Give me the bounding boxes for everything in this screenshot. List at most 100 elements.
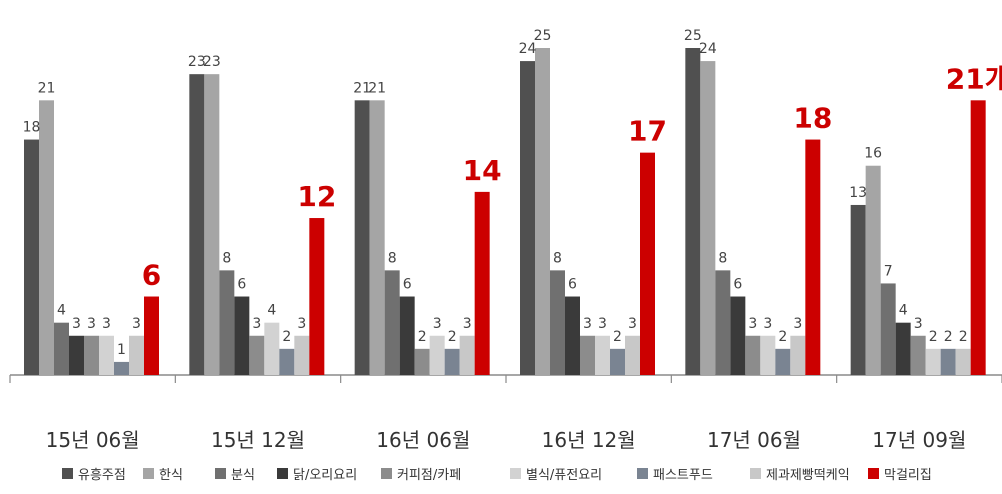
bar: [775, 348, 791, 375]
legend-label: 별식/퓨전요리: [526, 468, 602, 483]
bars: [24, 48, 986, 376]
bar: [520, 61, 535, 376]
value-label: 7: [884, 263, 893, 279]
value-label: 3: [628, 316, 637, 332]
value-label: 4: [267, 303, 276, 319]
legend-label: 분식: [231, 468, 255, 483]
bar: [805, 139, 821, 375]
value-label: 2: [448, 329, 457, 345]
legend-swatch: [750, 468, 761, 479]
bar: [384, 270, 400, 375]
value-label: 2: [282, 329, 291, 345]
bar: [535, 48, 550, 375]
bar: [895, 322, 911, 375]
value-label: 23: [203, 54, 221, 70]
category-label: 16년 12월: [542, 428, 636, 452]
legend-label: 닭/오리요리: [293, 468, 357, 483]
value-label: 24: [699, 41, 717, 57]
bar: [715, 270, 731, 375]
value-label: 3: [763, 316, 772, 332]
bar: [595, 335, 610, 375]
bar: [640, 152, 655, 375]
value-label: 3: [463, 316, 472, 332]
bar: [850, 204, 866, 375]
bar: [474, 191, 490, 375]
bar: [625, 335, 640, 375]
value-label: 18: [23, 120, 41, 136]
value-label: 2: [778, 329, 787, 345]
bar: [54, 322, 69, 375]
bar: [459, 335, 475, 375]
bar: [264, 322, 280, 375]
value-label: 21: [38, 80, 56, 96]
bar: [685, 48, 701, 375]
bar: [249, 335, 265, 375]
legend-label: 제과제빵떡케익: [766, 468, 850, 483]
value-label: 6: [568, 277, 577, 293]
category-label: 17년 06월: [707, 428, 801, 452]
value-label: 6: [237, 277, 246, 293]
value-label: 3: [72, 316, 81, 332]
bar: [970, 100, 986, 375]
highlight-value-label: 17: [628, 115, 667, 148]
highlight-value-label: 12: [297, 180, 336, 213]
legend-label: 패스트푸드: [653, 468, 713, 483]
value-label: 3: [433, 316, 442, 332]
highlight-value-label: 14: [463, 154, 502, 187]
bar: [399, 296, 415, 375]
value-label: 3: [914, 316, 923, 332]
highlight-value-label: 21개: [946, 62, 1002, 95]
bar: [234, 296, 250, 375]
bar: [39, 100, 54, 375]
bar: [429, 335, 445, 375]
legend-label: 유흥주점: [78, 468, 126, 483]
bar: [144, 296, 159, 375]
value-label: 21: [368, 80, 386, 96]
value-label: 2: [929, 329, 938, 345]
legend-swatch: [868, 468, 879, 479]
legend-label: 한식: [159, 468, 183, 483]
value-label: 2: [613, 329, 622, 345]
value-label: 25: [534, 28, 552, 44]
value-label: 3: [297, 316, 306, 332]
bar: [745, 335, 761, 375]
bar: [955, 348, 971, 375]
value-label: 3: [87, 316, 96, 332]
legend-swatch: [637, 468, 648, 479]
value-label: 2: [959, 329, 968, 345]
legend-swatch: [381, 468, 392, 479]
bar: [24, 139, 39, 375]
value-label: 3: [102, 316, 111, 332]
value-label: 3: [132, 316, 141, 332]
bar: [354, 100, 370, 375]
category-label: 17년 09월: [872, 428, 966, 452]
legend-swatch: [510, 468, 521, 479]
legend-label: 막걸리집: [884, 468, 932, 483]
legend-swatch: [62, 468, 73, 479]
value-label: 21: [353, 80, 371, 96]
bar: [414, 348, 430, 375]
bar: [550, 270, 565, 375]
bar: [925, 348, 941, 375]
bar: [204, 74, 220, 375]
legend-swatch: [215, 468, 226, 479]
legend: 유흥주점 한식 분식 닭/오리요리 커피점/카페 별식/퓨전요리 패스트푸드 제과제빵떡케익 막…: [62, 468, 932, 483]
bar: [580, 335, 595, 375]
bar: [940, 348, 956, 375]
legend-swatch: [277, 468, 288, 479]
bar: [910, 335, 926, 375]
bar: [730, 296, 746, 375]
bar: [129, 335, 144, 375]
value-label: 25: [684, 28, 702, 44]
bar: [880, 283, 896, 375]
value-label: 8: [222, 250, 231, 266]
bar: [294, 335, 310, 375]
bar: [760, 335, 776, 375]
bar: [565, 296, 580, 375]
category-label: 15년 06월: [46, 428, 140, 452]
value-label: 3: [252, 316, 261, 332]
value-label: 24: [519, 41, 537, 57]
value-label: 1: [117, 342, 126, 358]
bar: [610, 348, 625, 375]
